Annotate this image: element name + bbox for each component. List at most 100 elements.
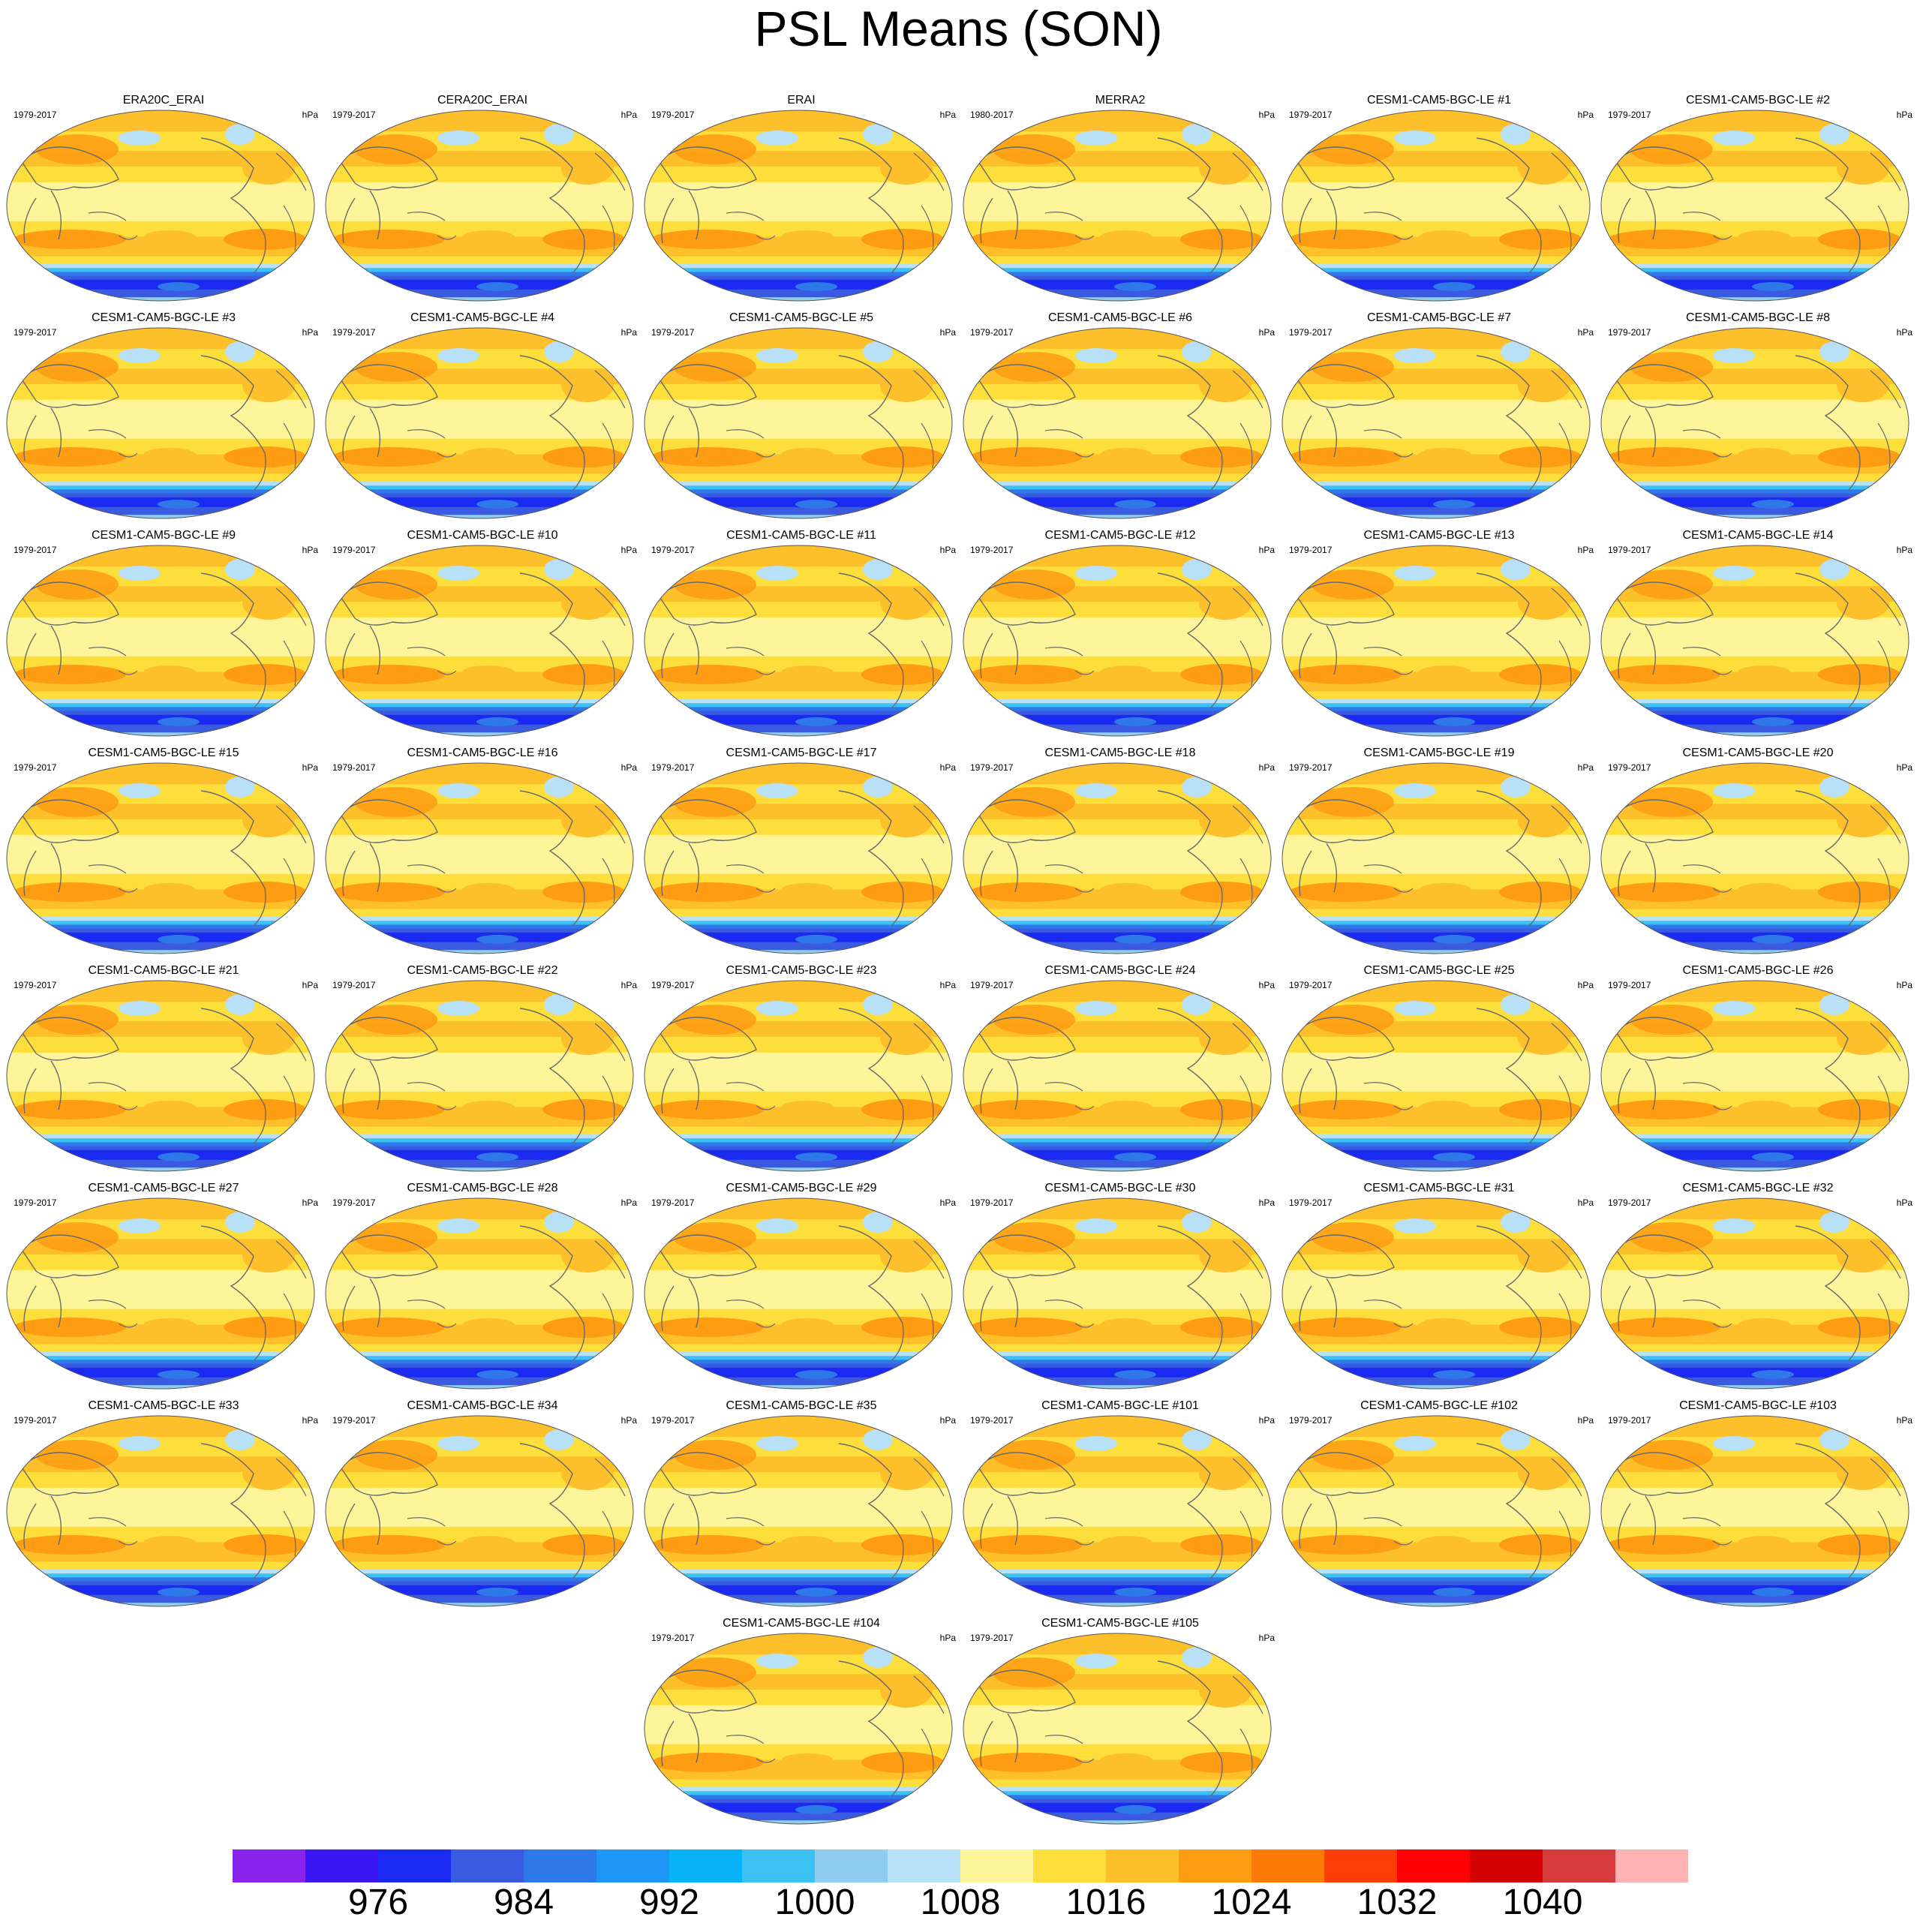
map-plot <box>6 545 315 737</box>
panel-units: hPa <box>939 762 956 773</box>
map-panel: CESM1-CAM5-BGC-LE #11 1979-2017 hPa <box>644 528 959 738</box>
map-panel: MERRA2 1980-2017 hPa <box>963 93 1278 303</box>
map-panel: CESM1-CAM5-BGC-LE #28 1979-2017 hPa <box>325 1181 640 1391</box>
map-plot <box>6 1197 315 1390</box>
map-plot <box>325 762 634 954</box>
panel-title: CESM1-CAM5-BGC-LE #8 <box>1685 311 1831 324</box>
map-plot <box>644 762 953 954</box>
panel-period: 1979-2017 <box>1289 1197 1333 1208</box>
panel-units: hPa <box>302 762 318 773</box>
panel-units: hPa <box>939 327 956 338</box>
panel-period: 1979-2017 <box>14 1415 57 1426</box>
panel-period: 1979-2017 <box>1608 762 1651 773</box>
panel-units: hPa <box>1258 1197 1275 1208</box>
map-panel: CESM1-CAM5-BGC-LE #15 1979-2017 hPa <box>6 746 321 956</box>
map-panel: CESM1-CAM5-BGC-LE #3 1979-2017 hPa <box>6 311 321 521</box>
panel-units: hPa <box>302 1415 318 1426</box>
colorbar-label: 1032 <box>1357 1882 1438 1922</box>
colorbar-label: 1000 <box>774 1882 855 1922</box>
panel-title: CESM1-CAM5-BGC-LE #29 <box>726 1182 877 1194</box>
map-panel: CERA20C_ERAI 1979-2017 hPa <box>325 93 640 303</box>
panel-units: hPa <box>1258 762 1275 773</box>
panel-period: 1979-2017 <box>1608 1197 1651 1208</box>
map-panel: CESM1-CAM5-BGC-LE #9 1979-2017 hPa <box>6 528 321 738</box>
map-plot <box>1282 545 1591 737</box>
map-panel: CESM1-CAM5-BGC-LE #103 1979-2017 hPa <box>1600 1399 1915 1609</box>
map-panel: CESM1-CAM5-BGC-LE #2 1979-2017 hPa <box>1600 93 1915 303</box>
panel-period: 1979-2017 <box>14 980 57 990</box>
panel-units: hPa <box>939 1197 956 1208</box>
colorbar-box <box>1543 1849 1616 1882</box>
panel-period: 1979-2017 <box>1289 110 1333 120</box>
panel-title: CESM1-CAM5-BGC-LE #104 <box>723 1617 880 1630</box>
panel-title: CESM1-CAM5-BGC-LE #21 <box>88 964 239 977</box>
panel-period: 1979-2017 <box>1289 980 1333 990</box>
panel-period: 1979-2017 <box>970 1633 1014 1643</box>
panel-period: 1979-2017 <box>14 545 57 555</box>
panel-title: CESM1-CAM5-BGC-LE #102 <box>1360 1399 1518 1412</box>
colorbar-box <box>378 1849 452 1882</box>
panel-title: CESM1-CAM5-BGC-LE #31 <box>1363 1182 1515 1194</box>
colorbar-label: 976 <box>347 1882 409 1922</box>
map-panel: CESM1-CAM5-BGC-LE #33 1979-2017 hPa <box>6 1399 321 1609</box>
panel-period: 1979-2017 <box>651 1633 695 1643</box>
panel-period: 1979-2017 <box>1608 545 1651 555</box>
panel-units: hPa <box>1896 762 1912 773</box>
map-panel: CESM1-CAM5-BGC-LE #21 1979-2017 hPa <box>6 963 321 1173</box>
panel-title: CESM1-CAM5-BGC-LE #2 <box>1685 94 1831 107</box>
panel-units: hPa <box>302 110 318 120</box>
colorbar <box>233 1849 1688 1882</box>
panel-title: CESM1-CAM5-BGC-LE #10 <box>407 529 558 542</box>
map-plot <box>644 1633 953 1825</box>
panel-period: 1979-2017 <box>651 762 695 773</box>
panel-title: CESM1-CAM5-BGC-LE #6 <box>1047 311 1193 324</box>
panel-title: CESM1-CAM5-BGC-LE #30 <box>1044 1182 1196 1194</box>
panel-title: MERRA2 <box>1095 94 1146 107</box>
panel-period: 1979-2017 <box>14 110 57 120</box>
map-panel: CESM1-CAM5-BGC-LE #13 1979-2017 hPa <box>1282 528 1597 738</box>
panel-period: 1979-2017 <box>14 1197 57 1208</box>
panel-title: CESM1-CAM5-BGC-LE #105 <box>1041 1617 1199 1630</box>
map-panel: CESM1-CAM5-BGC-LE #23 1979-2017 hPa <box>644 963 959 1173</box>
map-panel: CESM1-CAM5-BGC-LE #19 1979-2017 hPa <box>1282 746 1597 956</box>
map-plot <box>963 762 1272 954</box>
map-plot <box>1282 1197 1591 1390</box>
colorbar-box <box>742 1849 816 1882</box>
map-plot <box>963 545 1272 737</box>
panel-title: CESM1-CAM5-BGC-LE #20 <box>1682 747 1834 759</box>
map-panel: CESM1-CAM5-BGC-LE #1 1979-2017 hPa <box>1282 93 1597 303</box>
panel-title: ERA20C_ERAI <box>122 94 205 107</box>
colorbar-label: 1016 <box>1065 1882 1146 1922</box>
panel-units: hPa <box>620 980 637 990</box>
map-plot <box>1282 1415 1591 1607</box>
panel-units: hPa <box>1258 327 1275 338</box>
panel-units: hPa <box>1896 1197 1912 1208</box>
map-plot <box>1600 110 1909 302</box>
colorbar-label: 992 <box>638 1882 700 1922</box>
panel-period: 1979-2017 <box>1608 1415 1651 1426</box>
panel-title: CESM1-CAM5-BGC-LE #103 <box>1679 1399 1837 1412</box>
map-plot <box>644 1197 953 1390</box>
panel-period: 1979-2017 <box>651 545 695 555</box>
panel-period: 1979-2017 <box>332 545 376 555</box>
map-plot <box>325 980 634 1172</box>
panel-period: 1979-2017 <box>14 327 57 338</box>
panel-units: hPa <box>1577 1197 1594 1208</box>
panel-title: CESM1-CAM5-BGC-LE #1 <box>1366 94 1512 107</box>
map-plot <box>6 110 315 302</box>
panel-units: hPa <box>1577 327 1594 338</box>
panel-period: 1979-2017 <box>1608 980 1651 990</box>
panel-title: ERAI <box>787 94 816 107</box>
panel-period: 1979-2017 <box>1289 762 1333 773</box>
panel-title: CESM1-CAM5-BGC-LE #5 <box>729 311 874 324</box>
panel-title: CESM1-CAM5-BGC-LE #14 <box>1682 529 1834 542</box>
panel-units: hPa <box>620 327 637 338</box>
map-panel: CESM1-CAM5-BGC-LE #32 1979-2017 hPa <box>1600 1181 1915 1391</box>
panel-units: hPa <box>1577 980 1594 990</box>
map-plot <box>644 1415 953 1607</box>
map-panel: CESM1-CAM5-BGC-LE #17 1979-2017 hPa <box>644 746 959 956</box>
map-panel: ERAI 1979-2017 hPa <box>644 93 959 303</box>
colorbar-box <box>1251 1849 1325 1882</box>
map-plot <box>963 1415 1272 1607</box>
panel-title: CESM1-CAM5-BGC-LE #24 <box>1044 964 1196 977</box>
